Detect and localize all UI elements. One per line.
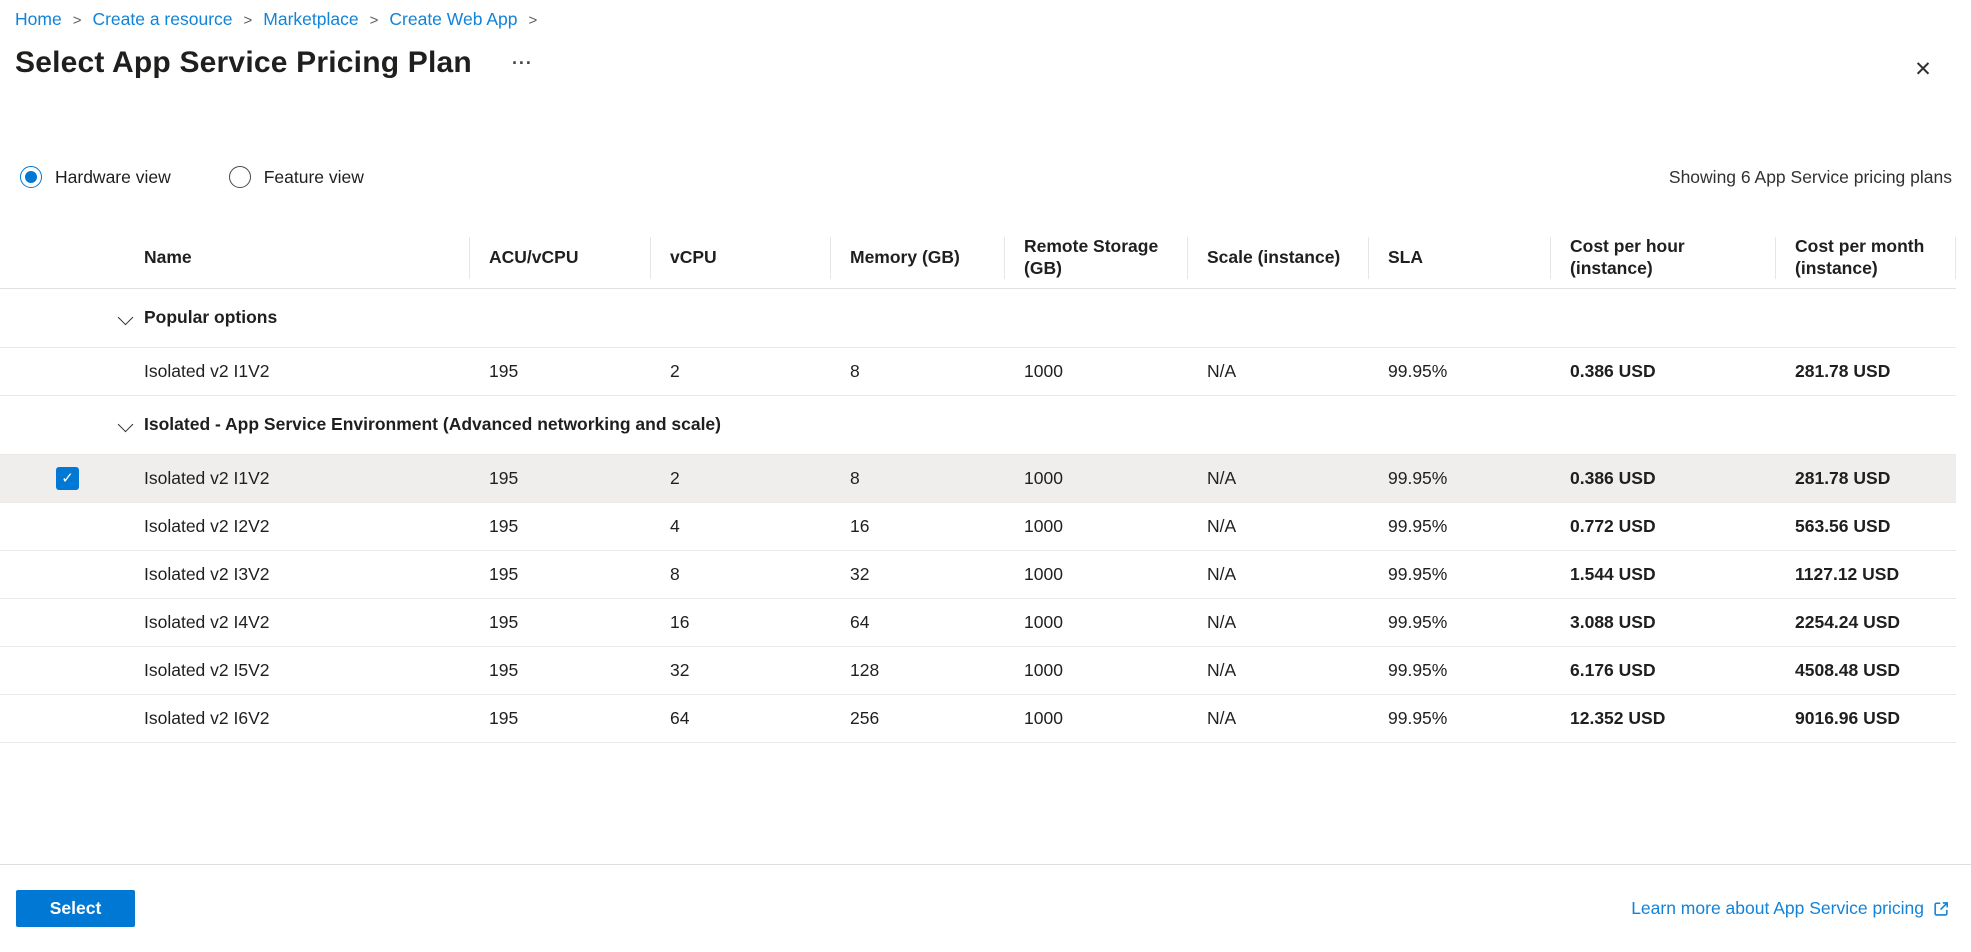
footer: Select Learn more about App Service pric…: [0, 865, 1971, 952]
column-header-acu[interactable]: ACU/vCPU: [470, 228, 651, 289]
plan-name: Isolated v2 I1V2: [125, 347, 470, 396]
breadcrumb-separator-icon: >: [72, 12, 82, 29]
controls-row: Hardware view Feature view Showing 6 App…: [20, 166, 1952, 188]
table-header-row: Name ACU/vCPU vCPU Memory (GB) Remote St…: [0, 228, 1956, 289]
plan-name: Isolated v2 I2V2: [125, 502, 470, 551]
footer-divider: [0, 864, 1971, 865]
learn-more-label: Learn more about App Service pricing: [1631, 898, 1924, 918]
table-row-selected[interactable]: ✓ Isolated v2 I1V2 195 2 8 1000 N/A 99.9…: [0, 454, 1956, 503]
column-header-storage[interactable]: Remote Storage (GB): [1005, 228, 1188, 289]
column-header-name[interactable]: Name: [125, 228, 470, 289]
breadcrumb-marketplace[interactable]: Marketplace: [263, 9, 359, 29]
group-row-isolated-ase[interactable]: Isolated - App Service Environment (Adva…: [0, 395, 1956, 455]
table-row[interactable]: Isolated v2 I3V2 195 8 32 1000 N/A 99.95…: [0, 550, 1956, 599]
pricing-plans-table: Name ACU/vCPU vCPU Memory (GB) Remote St…: [0, 228, 1956, 743]
more-options-icon[interactable]: ···: [508, 51, 537, 76]
chevron-down-icon[interactable]: [117, 416, 134, 433]
row-checkbox-checked[interactable]: ✓: [56, 466, 79, 490]
plan-name: Isolated v2 I1V2: [125, 454, 470, 503]
plan-name: Isolated v2 I5V2: [125, 646, 470, 695]
table-row[interactable]: Isolated v2 I5V2 195 32 128 1000 N/A 99.…: [0, 646, 1956, 695]
check-icon: ✓: [61, 469, 74, 487]
plans-count-summary: Showing 6 App Service pricing plans: [1668, 166, 1952, 187]
plan-name: Isolated v2 I3V2: [125, 550, 470, 599]
title-row: Select App Service Pricing Plan ···: [15, 46, 537, 80]
column-header-select: [0, 228, 125, 289]
radio-unselected-icon: [228, 166, 251, 188]
table-row[interactable]: Isolated v2 I4V2 195 16 64 1000 N/A 99.9…: [0, 598, 1956, 647]
breadcrumb-separator-icon: >: [369, 12, 379, 29]
column-header-scale[interactable]: Scale (instance): [1188, 228, 1369, 289]
column-header-vcpu[interactable]: vCPU: [651, 228, 831, 289]
column-header-cost-month[interactable]: Cost per month (instance): [1776, 228, 1956, 289]
page-title: Select App Service Pricing Plan: [15, 46, 472, 79]
plan-name: Isolated v2 I6V2: [125, 694, 470, 743]
radio-selected-icon: [20, 166, 42, 188]
select-button[interactable]: Select: [16, 890, 135, 927]
breadcrumb-create-web-app[interactable]: Create Web App: [389, 9, 518, 29]
radio-label: Feature view: [263, 166, 364, 187]
table-row[interactable]: Isolated v2 I6V2 195 64 256 1000 N/A 99.…: [0, 694, 1956, 743]
breadcrumb-home[interactable]: Home: [15, 9, 62, 29]
breadcrumb: Home > Create a resource > Marketplace >…: [15, 9, 537, 30]
group-title: Popular options: [125, 288, 1956, 348]
breadcrumb-create-a-resource[interactable]: Create a resource: [92, 9, 233, 29]
view-toggle-group: Hardware view Feature view: [20, 166, 364, 188]
plan-name: Isolated v2 I4V2: [125, 598, 470, 647]
close-icon[interactable]: ✕: [1910, 57, 1936, 83]
table-row[interactable]: Isolated v2 I2V2 195 4 16 1000 N/A 99.95…: [0, 502, 1956, 551]
column-header-cost-hour[interactable]: Cost per hour (instance): [1551, 228, 1776, 289]
group-row-popular-options[interactable]: Popular options: [0, 288, 1956, 348]
group-title: Isolated - App Service Environment (Adva…: [125, 395, 1956, 455]
breadcrumb-separator-icon: >: [243, 12, 253, 29]
radio-feature-view[interactable]: Feature view: [228, 166, 364, 188]
chevron-down-icon[interactable]: [117, 309, 134, 326]
learn-more-link[interactable]: Learn more about App Service pricing: [1631, 898, 1950, 919]
column-header-memory[interactable]: Memory (GB): [831, 228, 1005, 289]
radio-label: Hardware view: [55, 166, 171, 187]
table-row[interactable]: Isolated v2 I1V2 195 2 8 1000 N/A 99.95%…: [0, 347, 1956, 396]
external-link-icon: [1934, 901, 1948, 916]
column-header-sla[interactable]: SLA: [1369, 228, 1551, 289]
breadcrumb-separator-icon: >: [528, 12, 538, 29]
radio-hardware-view[interactable]: Hardware view: [20, 166, 171, 188]
